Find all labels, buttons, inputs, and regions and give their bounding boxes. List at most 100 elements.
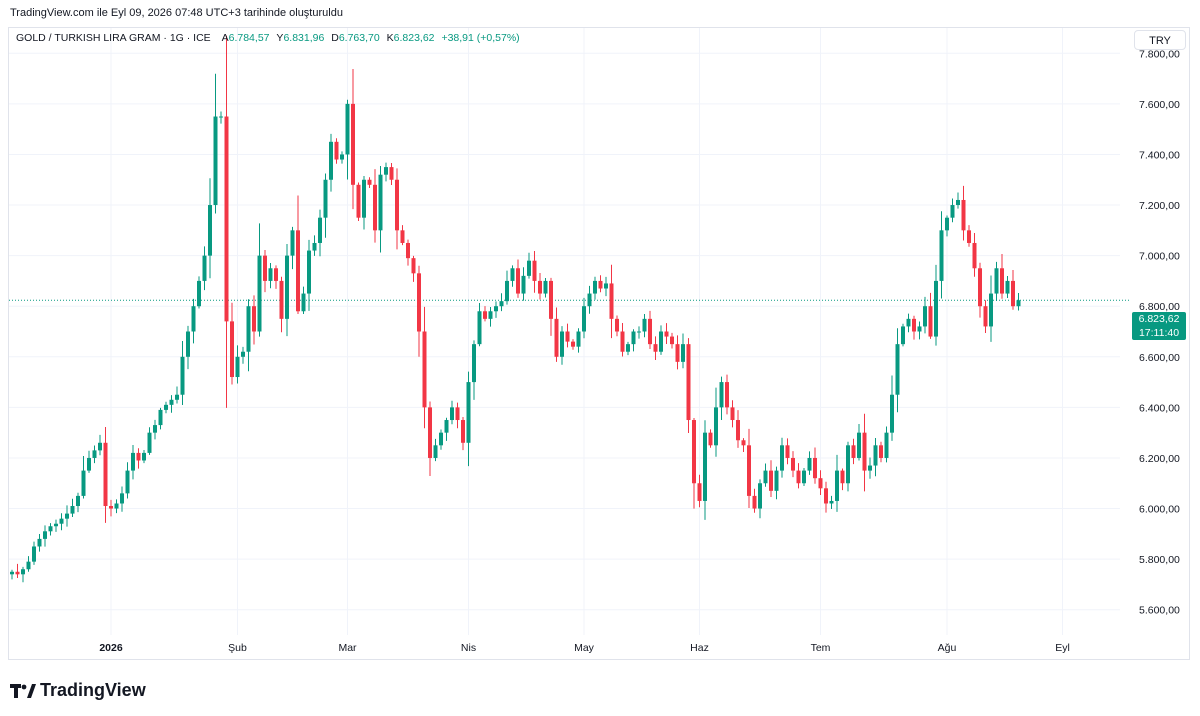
candle-body: [54, 523, 58, 527]
candle-body: [505, 280, 509, 302]
legend-open-value: 6.784,57: [228, 32, 270, 44]
candle-body: [92, 450, 97, 458]
candle-body: [461, 420, 465, 443]
candle-body: [65, 513, 69, 519]
candle-body: [164, 404, 168, 410]
candle-body: [879, 445, 883, 458]
y-tick-label: 7.400,00: [1139, 149, 1180, 161]
candle-body: [763, 470, 768, 484]
candle-body: [411, 258, 416, 274]
candle-body: [340, 154, 344, 160]
y-tick-label: 7.200,00: [1139, 200, 1180, 212]
candle-body: [653, 344, 658, 352]
candle-body: [510, 268, 515, 281]
candle-body: [296, 230, 300, 312]
candle-body: [263, 255, 267, 281]
candle-body: [230, 321, 234, 378]
candle-body: [868, 465, 872, 471]
candle-body: [725, 382, 729, 408]
candle-body: [312, 242, 317, 251]
y-tick-label: 5.800,00: [1139, 554, 1180, 566]
x-tick-label: 2026: [99, 642, 123, 654]
candle-body: [956, 199, 960, 206]
candle-body: [59, 518, 64, 524]
candle-body: [560, 331, 564, 357]
candle-body: [21, 569, 25, 575]
x-tick-label: Nis: [461, 642, 476, 654]
candle-body: [895, 344, 900, 395]
candle-body: [681, 344, 685, 362]
tradingview-logo-icon: [10, 683, 36, 698]
legend-low-value: 6.763,70: [338, 32, 380, 44]
candle-body: [593, 280, 597, 294]
candle-body: [428, 407, 432, 458]
currency-button[interactable]: TRY: [1134, 30, 1186, 50]
candle-body: [241, 351, 245, 357]
candle-body: [626, 344, 630, 352]
candle-body: [516, 268, 520, 294]
legend-symbol[interactable]: GOLD / TURKISH LIRA GRAM · 1G · ICE: [16, 32, 211, 44]
candle-body: [857, 432, 861, 458]
candle-body: [246, 306, 251, 352]
candle-body: [356, 184, 361, 218]
brand-name: TradingView: [40, 680, 146, 700]
candle-body: [422, 331, 427, 408]
y-tick-label: 6.200,00: [1139, 453, 1180, 465]
candle-body: [615, 318, 619, 332]
candle-body: [400, 230, 405, 243]
chart-frame[interactable]: [8, 27, 1190, 660]
candle-body: [972, 242, 977, 269]
candle-body: [406, 242, 410, 259]
candle-body: [131, 452, 135, 471]
candle-body: [477, 311, 482, 345]
candle-body: [180, 356, 185, 395]
candle-body: [978, 268, 982, 307]
candle-body: [521, 275, 526, 294]
brand-logo[interactable]: TradingView: [10, 680, 146, 701]
candle-body: [307, 250, 311, 294]
y-tick-label: 7.600,00: [1139, 99, 1180, 111]
x-tick-label: Haz: [690, 642, 709, 654]
candle-body: [967, 230, 971, 243]
candle-body: [70, 506, 75, 514]
candle-body: [455, 407, 460, 421]
candle-body: [780, 445, 784, 471]
candle-body: [554, 318, 559, 357]
candle-body: [450, 407, 454, 421]
candle-body: [301, 293, 306, 312]
candle-body: [928, 306, 933, 337]
last-price-value: 6.823,62: [1138, 313, 1180, 325]
candle-body: [499, 301, 504, 307]
candle-body: [186, 331, 190, 357]
candle-body: [32, 546, 36, 562]
candle-body: [109, 506, 113, 509]
y-tick-label: 6.000,00: [1139, 504, 1180, 516]
candle-body: [158, 409, 163, 426]
candle-body: [268, 268, 273, 281]
candle-body: [543, 280, 548, 294]
candle-body: [48, 526, 53, 532]
candle-body: [433, 445, 438, 458]
candle-body: [494, 306, 498, 312]
candle-body: [736, 420, 740, 441]
candle-body: [862, 432, 867, 471]
candle-body: [43, 531, 47, 539]
candle-body: [351, 103, 355, 185]
candle-body: [169, 399, 174, 405]
candle-body: [417, 273, 421, 332]
candle-body: [923, 306, 927, 327]
candle-body: [378, 174, 383, 231]
candle-body: [76, 495, 80, 507]
y-tick-label: 6.800,00: [1139, 301, 1180, 313]
legend-open-label: A: [221, 32, 229, 44]
legend-change-value: +38,91 (+0,57%): [441, 32, 520, 44]
candle-body: [796, 470, 801, 484]
candle-body: [791, 457, 795, 471]
candle-body: [774, 470, 779, 491]
candle-body: [901, 326, 905, 345]
candle-body: [961, 199, 966, 231]
last-price-label: 6.823,62 17:11:40: [1132, 312, 1186, 340]
chart-caption: TradingView.com ile Eyl 09, 2026 07:48 U…: [10, 7, 343, 19]
candle-body: [939, 230, 944, 281]
